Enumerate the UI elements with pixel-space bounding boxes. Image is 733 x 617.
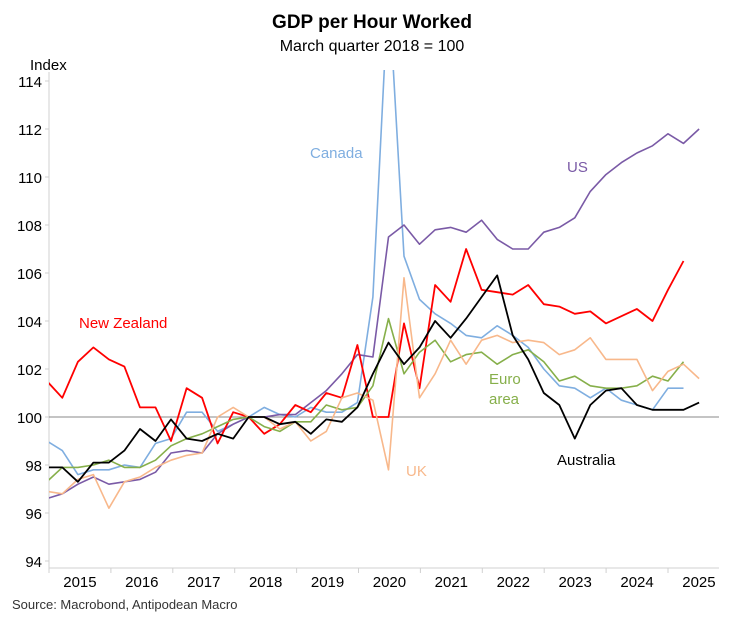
series-label-new-zealand: New Zealand xyxy=(79,315,167,332)
series-label-canada: Canada xyxy=(310,145,363,162)
x-tick-label: 2017 xyxy=(187,574,220,591)
x-tick-label: 2024 xyxy=(620,574,653,591)
x-tick-label: 2021 xyxy=(435,574,468,591)
series-line-us xyxy=(49,128,700,499)
series-label-euro-area: Euro area xyxy=(489,371,521,408)
series-line-canada xyxy=(49,70,684,476)
x-tick-label: 2023 xyxy=(558,574,591,591)
y-tick-label: 112 xyxy=(18,122,42,139)
x-tick-label: 2019 xyxy=(311,574,344,591)
chart-subtitle: March quarter 2018 = 100 xyxy=(280,38,465,55)
y-tick-label: 96 xyxy=(25,506,42,523)
y-tick-label: 102 xyxy=(17,362,42,379)
y-tick-label: 104 xyxy=(17,314,42,331)
y-tick-label: 98 xyxy=(25,458,42,475)
x-tick-label: 2018 xyxy=(249,574,282,591)
y-tick-label: 106 xyxy=(17,266,42,283)
x-tick-label: 2015 xyxy=(63,574,96,591)
x-tick-label: 2025 xyxy=(682,574,715,591)
y-tick-label: 94 xyxy=(25,554,42,571)
x-tick-label: 2020 xyxy=(373,574,406,591)
series-label-australia: Australia xyxy=(557,452,616,469)
chart-title: GDP per Hour Worked xyxy=(272,12,472,33)
y-tick-label: 114 xyxy=(18,74,42,91)
y-tick-label: 110 xyxy=(18,170,42,187)
series-line-new-zealand xyxy=(49,248,685,445)
series-line-australia xyxy=(49,274,700,483)
y-tick-label: 108 xyxy=(17,218,42,235)
y-axis-label: Index xyxy=(30,57,67,74)
series-label-us: US xyxy=(567,159,588,176)
series-label-uk: UK xyxy=(406,463,427,480)
source-note: Source: Macrobond, Antipodean Macro xyxy=(12,597,237,612)
y-tick-label: 100 xyxy=(17,410,42,427)
x-tick-label: 2016 xyxy=(125,574,158,591)
series-line-uk xyxy=(49,276,700,510)
x-tick-label: 2022 xyxy=(497,574,530,591)
